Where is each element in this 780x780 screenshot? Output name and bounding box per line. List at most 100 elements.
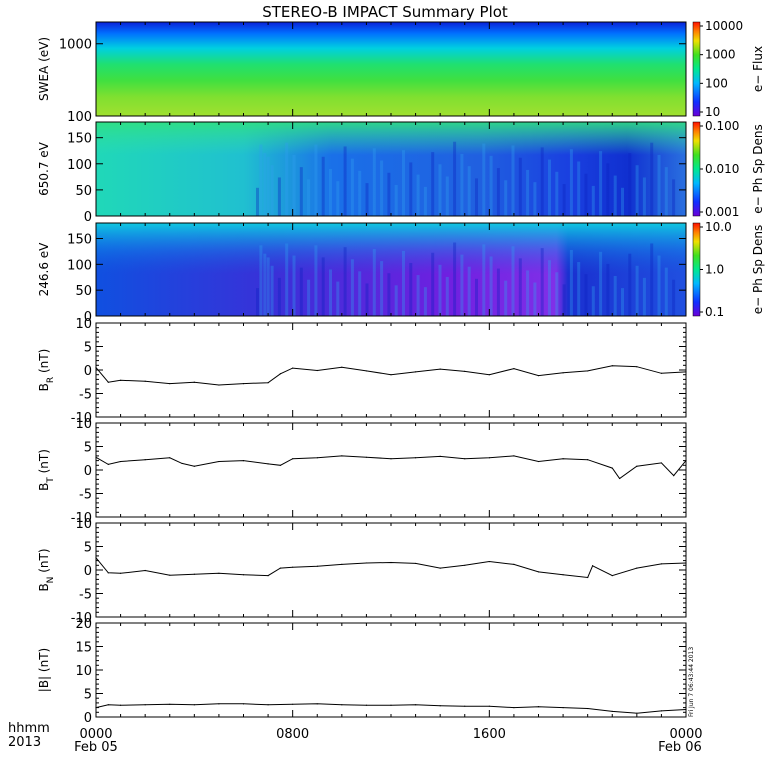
bn-point xyxy=(193,573,195,575)
bmag-point xyxy=(390,704,392,706)
bn-point xyxy=(685,562,687,564)
br-point xyxy=(611,365,613,367)
bn-point xyxy=(267,575,269,577)
bn-point xyxy=(279,567,281,569)
swea-colorbar-label: e− Flux xyxy=(751,46,765,92)
x-tick-label: 0800 xyxy=(276,727,309,742)
pad650-ylabel: 650.7 eV xyxy=(37,141,51,196)
bn-point xyxy=(587,576,589,579)
swea-ytick-label: 100 xyxy=(67,110,92,125)
br-point xyxy=(587,370,589,372)
pad650-ytick-label: 100 xyxy=(67,158,92,173)
bmag-point xyxy=(488,705,490,707)
pad650-ytick-label: 50 xyxy=(75,184,92,199)
bn-point xyxy=(107,572,109,574)
x-axis-header: hhmm xyxy=(8,721,50,736)
bt-ytick-label: 5 xyxy=(84,441,92,456)
bt-frame xyxy=(95,422,687,518)
bmag-point xyxy=(292,703,294,705)
bt-point xyxy=(537,460,540,463)
bt-point xyxy=(292,458,294,460)
bt-point xyxy=(439,455,441,457)
bn-ylabel: BN (nT) xyxy=(37,548,56,591)
bmag-point xyxy=(365,704,368,706)
br-point xyxy=(144,380,146,382)
bt-point xyxy=(193,465,195,467)
bt-point xyxy=(562,458,564,460)
bmag-point xyxy=(267,704,269,706)
bn-point xyxy=(636,567,638,569)
plot-title: STEREO-B IMPACT Summary Plot xyxy=(262,3,508,21)
bt-point xyxy=(341,455,343,457)
pad650-ytick-label: 150 xyxy=(67,132,92,147)
br-point xyxy=(365,370,368,372)
pad246-ytick-label: 150 xyxy=(67,233,92,248)
bn-ytick-label: -10 xyxy=(71,611,92,626)
br-point xyxy=(513,367,515,370)
bt-point xyxy=(636,465,638,467)
bn-point xyxy=(439,567,441,569)
br-point xyxy=(218,384,220,386)
bt-point xyxy=(242,460,245,462)
panel-bn: 10 5 0 -5 -10 BN (nT) xyxy=(37,517,687,626)
bn-point xyxy=(316,565,318,567)
bt-point xyxy=(587,459,589,461)
swea-ytick-label: 1000 xyxy=(59,38,92,53)
bt-point xyxy=(488,457,490,459)
bn-ytick-label: -5 xyxy=(79,588,92,603)
br-ylabel: BR (nT) xyxy=(37,349,56,392)
bmag-ytick-label: 0 xyxy=(84,711,92,726)
bn-ytick-label: 0 xyxy=(84,564,92,579)
panel-bmag: 20 15 10 5 0 |B| (nT) xyxy=(37,617,687,726)
pad650-colorbar-tick: 0.010 xyxy=(705,162,739,176)
bmag-point xyxy=(611,710,613,712)
br-point xyxy=(292,367,294,369)
bmag-point xyxy=(169,703,171,705)
br-point xyxy=(107,381,109,383)
br-point xyxy=(267,382,269,384)
bmag-point xyxy=(464,705,466,707)
x-tick-label: 0000 xyxy=(669,727,702,742)
pad650-ytick-label: 0 xyxy=(84,210,92,225)
bmag-ytick-label: 5 xyxy=(84,688,92,703)
bmag-point xyxy=(660,710,663,712)
bt-point xyxy=(144,459,146,461)
br-point xyxy=(390,374,392,376)
pad650-colorbar-tick: 0.100 xyxy=(705,119,739,133)
bn-point xyxy=(218,572,220,574)
bn-point xyxy=(365,562,368,564)
panel-swea: 1000 100 SWEA (eV) 10000 1000 100 10 e− Flux xyxy=(37,19,765,125)
pad246-ytick-label: 0 xyxy=(84,310,92,325)
panel-br: 10 5 0 -5 -10 BR (nT) xyxy=(37,317,687,426)
br-ytick-label: 10 xyxy=(75,317,92,332)
bn-ytick-label: 5 xyxy=(84,541,92,556)
br-ytick-label: -10 xyxy=(71,411,92,426)
br-point xyxy=(414,371,417,373)
br-point xyxy=(685,371,687,373)
bt-point xyxy=(673,475,675,477)
bt-ytick-label: -5 xyxy=(79,488,92,503)
br-point xyxy=(439,368,441,370)
bmag-point xyxy=(439,705,441,707)
bt-point xyxy=(169,457,171,459)
br-point xyxy=(562,372,564,374)
bmag-point xyxy=(218,703,220,705)
pad246-colorbar-tick: 1.0 xyxy=(705,263,724,277)
br-ytick-label: 5 xyxy=(84,341,92,356)
br-point xyxy=(341,366,343,368)
bn-point xyxy=(488,560,490,563)
bt-ytick-label: 10 xyxy=(75,417,92,432)
br-point xyxy=(660,372,663,374)
swea-colorbar xyxy=(692,21,701,117)
bmag-point xyxy=(636,712,638,714)
bmag-ytick-label: 10 xyxy=(75,664,92,679)
br-series-line xyxy=(95,365,687,386)
bn-point xyxy=(390,561,392,564)
panel-bt: 10 5 0 -5 -10 BT (nT) xyxy=(37,417,687,526)
bt-point xyxy=(464,458,466,460)
bt-series-line xyxy=(95,455,687,480)
x-date-label-end: Feb 06 xyxy=(658,740,702,755)
bt-point xyxy=(513,455,515,457)
panel-pad650: 150 100 50 0 650.7 eV 0.100 0.010 0.001 e− Ph Sp… xyxy=(37,119,765,225)
x-tick-label: 1600 xyxy=(473,727,506,742)
